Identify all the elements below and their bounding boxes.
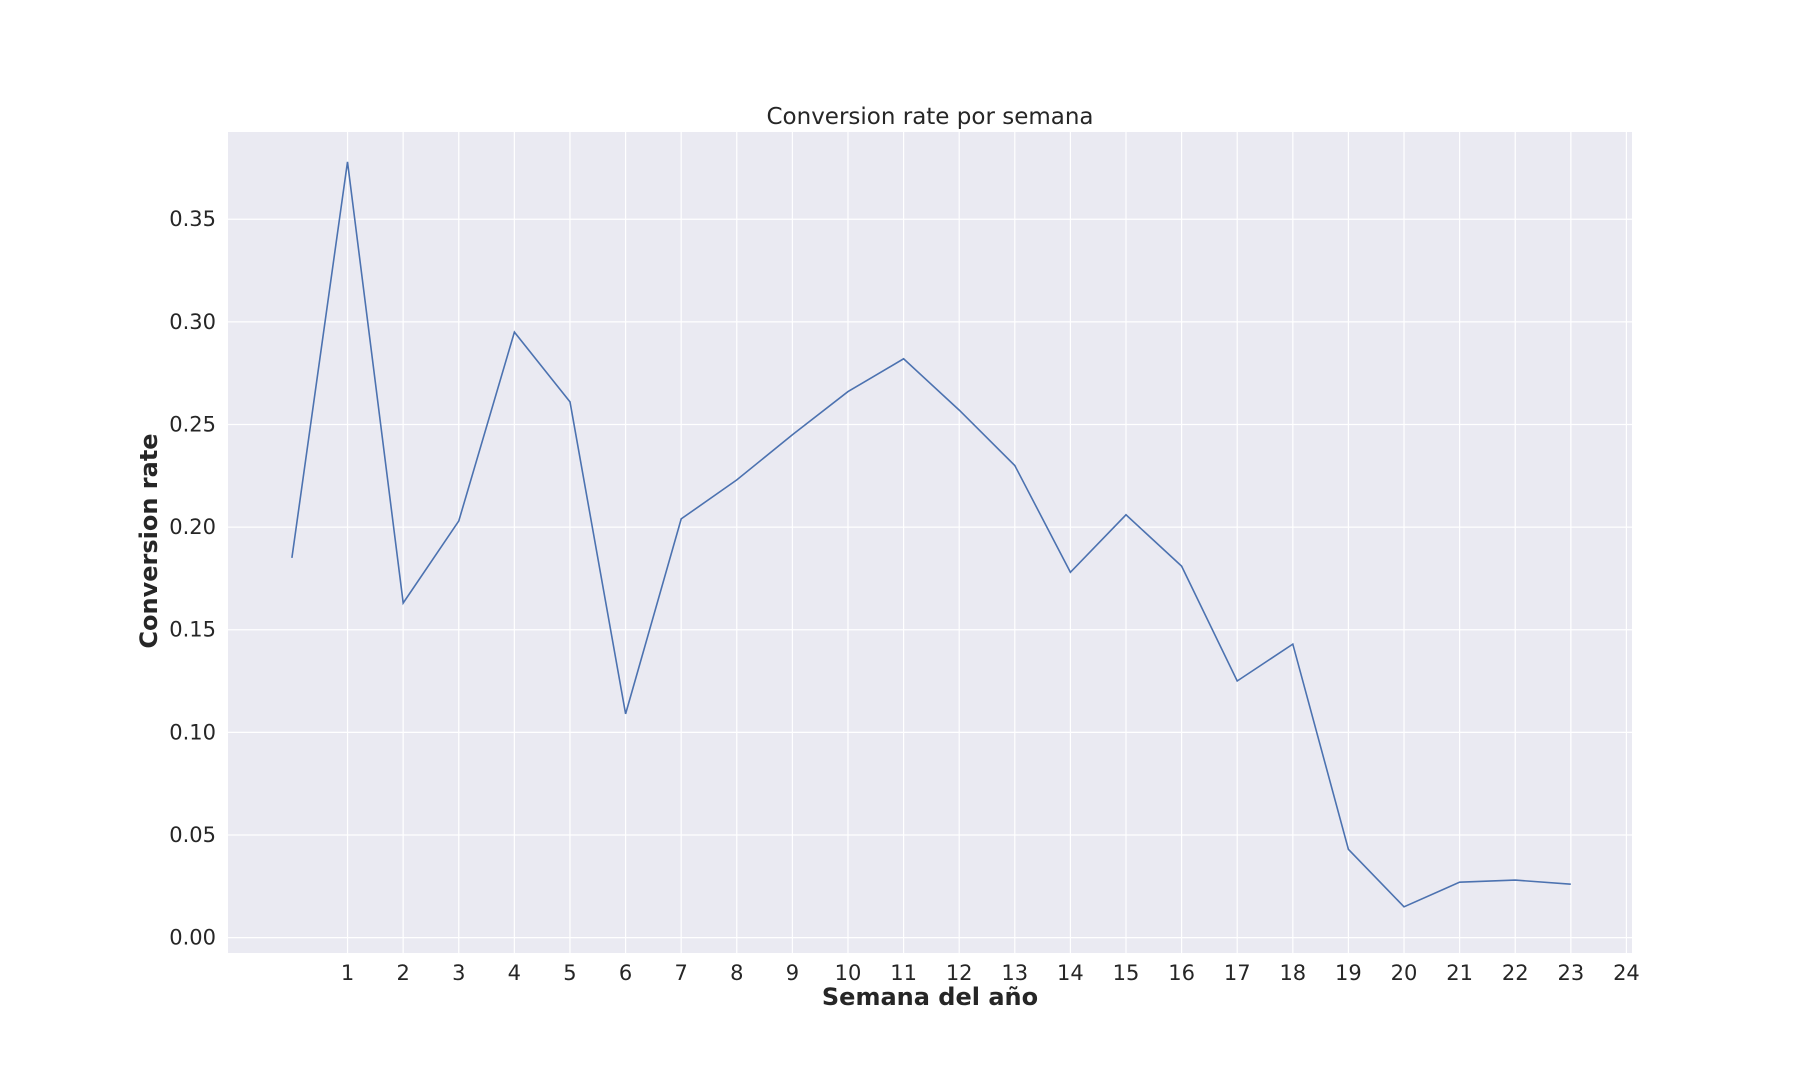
x-axis-label: Semana del año — [822, 983, 1038, 1011]
chart-title: Conversion rate por semana — [766, 104, 1093, 130]
x-tick-label: 21 — [1446, 961, 1473, 985]
x-tick-label: 11 — [890, 961, 917, 985]
y-tick-label: 0.05 — [169, 823, 216, 847]
x-tick-label: 14 — [1057, 961, 1084, 985]
x-tick-label: 22 — [1502, 961, 1529, 985]
y-tick-label: 0.30 — [169, 310, 216, 334]
x-tick-labels: 1 2 3 4 5 6 7 8 9 10 11 12 13 14 15 16 17 18 19 20 21 22 23 24 — [341, 961, 1640, 985]
x-tick-label: 15 — [1113, 961, 1140, 985]
x-tick-label: 12 — [946, 961, 973, 985]
x-tick-label: 7 — [674, 961, 687, 985]
x-tick-label: 19 — [1335, 961, 1362, 985]
y-tick-label: 0.35 — [169, 207, 216, 231]
y-tick-label: 0.20 — [169, 515, 216, 539]
x-tick-label: 2 — [396, 961, 409, 985]
x-tick-label: 5 — [563, 961, 576, 985]
x-gridlines — [346, 132, 1628, 953]
x-tick-label: 13 — [1001, 961, 1028, 985]
x-tick-label: 24 — [1613, 961, 1640, 985]
y-tick-labels: 0.00 0.05 0.10 0.15 0.20 0.25 0.30 0.35 — [169, 207, 216, 949]
x-tick-label: 8 — [730, 961, 743, 985]
x-tick-label: 10 — [835, 961, 862, 985]
x-tick-label: 17 — [1224, 961, 1251, 985]
y-gridlines — [228, 218, 1632, 939]
x-tick-label: 23 — [1557, 961, 1584, 985]
series-line — [291, 161, 1571, 908]
x-tick-label: 16 — [1168, 961, 1195, 985]
y-tick-label: 0.15 — [169, 618, 216, 642]
y-tick-label: 0.25 — [169, 412, 216, 436]
x-tick-label: 1 — [341, 961, 354, 985]
x-tick-label: 18 — [1279, 961, 1306, 985]
x-tick-label: 9 — [786, 961, 799, 985]
x-tick-label: 6 — [619, 961, 632, 985]
plot-area — [228, 132, 1632, 953]
x-tick-label: 20 — [1391, 961, 1418, 985]
y-tick-label: 0.10 — [169, 720, 216, 744]
x-tick-label: 3 — [452, 961, 465, 985]
y-tick-label: 0.00 — [169, 926, 216, 950]
x-tick-label: 4 — [508, 961, 521, 985]
y-axis-label: Conversion rate — [135, 433, 163, 648]
